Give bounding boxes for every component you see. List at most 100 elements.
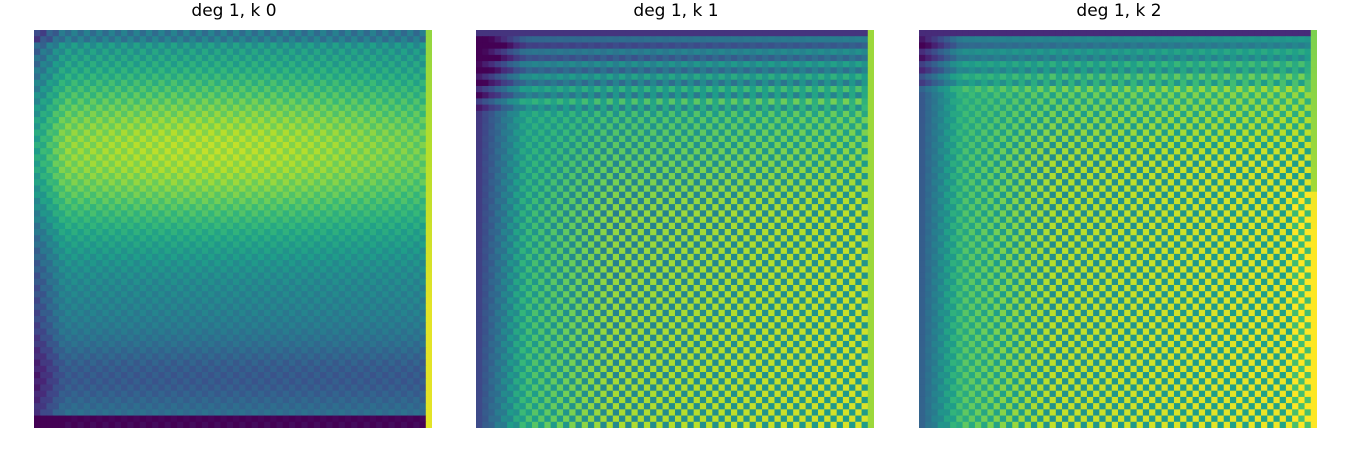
heatmap-cell: [40, 216, 48, 224]
heatmap-cell: [239, 260, 247, 267]
heatmap-cell: [587, 110, 595, 118]
heatmap-cell: [394, 316, 402, 323]
heatmap-cell: [338, 92, 346, 100]
heatmap-cell: [830, 110, 838, 118]
heatmap-cell: [413, 266, 421, 274]
heatmap-cell: [127, 54, 135, 62]
heatmap-cell: [699, 92, 707, 100]
heatmap-cell: [46, 284, 54, 292]
heatmap-cell: [164, 222, 172, 230]
heatmap-cell: [208, 372, 215, 379]
heatmap-cell: [369, 98, 377, 106]
heatmap-cell: [525, 110, 533, 118]
heatmap-cell: [108, 415, 116, 423]
heatmap-cell: [65, 197, 72, 205]
heatmap-cell: [114, 48, 122, 56]
heatmap-cell: [108, 278, 116, 286]
heatmap-cell: [139, 210, 147, 218]
heatmap-cell: [46, 229, 54, 236]
heatmap-cell: [388, 372, 396, 379]
heatmap-cell: [152, 353, 159, 361]
heatmap-cell: [668, 110, 676, 118]
heatmap-cell: [793, 48, 800, 56]
heatmap-cell: [320, 129, 327, 137]
heatmap-cell: [313, 117, 321, 124]
heatmap-cell: [96, 42, 104, 50]
heatmap-cell: [282, 328, 290, 336]
heatmap-cell: [656, 73, 664, 81]
heatmap-cell: [127, 272, 135, 280]
heatmap-cell: [83, 222, 91, 230]
heatmap-cell: [351, 98, 358, 106]
heatmap-cell: [351, 278, 358, 286]
heatmap-cell: [612, 79, 620, 87]
heatmap-cell: [288, 403, 296, 410]
heatmap-cell: [295, 272, 303, 280]
heatmap-cell: [177, 328, 184, 336]
heatmap-cell: [114, 85, 122, 93]
heatmap-cell: [89, 415, 97, 423]
heatmap-cell: [65, 129, 72, 137]
heatmap-cell: [40, 191, 48, 199]
heatmap-cell: [301, 322, 309, 330]
heatmap-cell: [351, 210, 358, 218]
heatmap-cell: [34, 36, 41, 44]
heatmap-cell: [177, 30, 184, 37]
heatmap-cell: [83, 98, 91, 106]
heatmap-cell: [195, 403, 203, 410]
heatmap-cell: [407, 179, 414, 187]
heatmap-cell: [313, 340, 321, 348]
heatmap-cell: [587, 104, 595, 112]
heatmap-cell: [65, 210, 72, 218]
heatmap-cell: [214, 284, 222, 292]
heatmap-cell: [121, 110, 128, 118]
heatmap-cell: [344, 409, 352, 417]
heatmap-cell: [774, 42, 782, 50]
heatmap-cell: [388, 403, 396, 410]
heatmap-cell: [226, 30, 234, 37]
heatmap-cell: [208, 340, 215, 348]
heatmap-cell: [189, 148, 197, 155]
heatmap-cell: [762, 85, 769, 93]
heatmap-cell: [65, 384, 72, 392]
heatmap-cell: [525, 30, 533, 37]
heatmap-cell: [220, 272, 228, 280]
heatmap-cell: [276, 291, 284, 299]
heatmap-cell: [519, 92, 527, 100]
heatmap-cell: [288, 247, 296, 255]
heatmap-cell: [774, 85, 782, 93]
heatmap-cell: [338, 210, 346, 218]
heatmap-cell: [133, 141, 141, 149]
heatmap-cell: [382, 117, 390, 124]
heatmap-plot: [34, 30, 432, 428]
heatmap-cell: [46, 403, 54, 410]
heatmap-cell: [407, 415, 414, 423]
heatmap-cell: [818, 30, 825, 37]
heatmap-cell: [320, 421, 327, 428]
heatmap-cell: [189, 272, 197, 280]
heatmap-cell: [313, 322, 321, 330]
heatmap-cell: [158, 210, 166, 218]
heatmap-cell: [264, 148, 271, 155]
heatmap-cell: [295, 235, 303, 243]
heatmap-cell: [226, 79, 234, 87]
heatmap-cell: [245, 154, 253, 162]
heatmap-cell: [388, 104, 396, 112]
heatmap-cell: [77, 365, 85, 373]
heatmap-cell: [251, 372, 259, 379]
heatmap-cell: [195, 340, 203, 348]
heatmap-cell: [177, 79, 184, 87]
heatmap-cell: [575, 73, 583, 81]
heatmap-cell: [413, 340, 421, 348]
heatmap-cell: [544, 92, 552, 100]
heatmap-cell: [71, 210, 79, 218]
heatmap-cell: [288, 141, 296, 149]
heatmap-cell: [743, 85, 751, 93]
heatmap-cell: [208, 297, 215, 305]
heatmap-cell: [114, 191, 122, 199]
heatmap-cell: [307, 166, 315, 174]
heatmap-cell: [413, 185, 421, 193]
heatmap-cell: [344, 148, 352, 155]
heatmap-cell: [102, 390, 110, 398]
heatmap-cell: [656, 85, 664, 93]
